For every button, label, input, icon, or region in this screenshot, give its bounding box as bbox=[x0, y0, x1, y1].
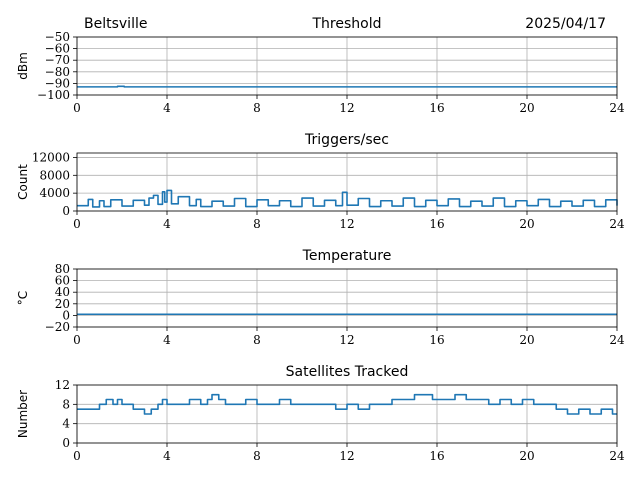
chart-title: Threshold bbox=[312, 16, 382, 32]
x-tick-label: 0 bbox=[73, 217, 81, 231]
y-tick-label: 40 bbox=[55, 285, 70, 299]
x-tick-label: 20 bbox=[519, 333, 534, 347]
y-tick-label: −80 bbox=[45, 65, 70, 79]
header-date: 2025/04/17 bbox=[525, 16, 606, 32]
y-tick-label: 12 bbox=[55, 378, 70, 392]
y-tick-label: 60 bbox=[55, 274, 70, 288]
chart-title: Satellites Tracked bbox=[286, 364, 409, 380]
chart-title: Temperature bbox=[302, 248, 392, 264]
y-axis-label: °C bbox=[16, 291, 30, 305]
chart-panel-1: 0 4 8 12 16 20 24 −100−90−80−70−60−50 Threshold d… bbox=[16, 16, 625, 115]
y-tick-label: −60 bbox=[45, 42, 70, 56]
series-line bbox=[77, 85, 617, 88]
x-tick-label: 4 bbox=[163, 333, 171, 347]
x-tick-label: 16 bbox=[429, 217, 444, 231]
y-tick-label: 0 bbox=[62, 204, 70, 218]
chart-panels: 0 4 8 12 16 20 24 −100−90−80−70−60−50 Threshold d… bbox=[16, 16, 625, 463]
x-tick-label: 20 bbox=[519, 101, 534, 115]
x-tick-label: 4 bbox=[163, 449, 171, 463]
x-tick-label: 12 bbox=[339, 101, 354, 115]
x-tick-label: 16 bbox=[429, 449, 444, 463]
x-tick-label: 8 bbox=[253, 217, 261, 231]
y-tick-label: 8000 bbox=[39, 168, 70, 182]
chart-panel-2: 0 4 8 12 16 20 24 0 4000 8000 12000 Triggers/sec Cou… bbox=[16, 132, 625, 231]
series-line bbox=[77, 189, 618, 208]
x-tick-label: 24 bbox=[609, 217, 625, 231]
y-tick-label: 8 bbox=[62, 397, 70, 411]
x-tick-label: 24 bbox=[609, 333, 625, 347]
y-tick-label: −20 bbox=[45, 320, 70, 334]
chart-panel-4: 0 4 8 12 16 20 24 0 4 8 12 Satellites Tracked Number bbox=[16, 364, 625, 463]
x-tick-label: 4 bbox=[163, 101, 171, 115]
x-tick-label: 16 bbox=[429, 101, 444, 115]
y-axis-label: Count bbox=[16, 164, 30, 200]
x-tick-label: 0 bbox=[73, 101, 81, 115]
y-tick-label: 4 bbox=[62, 417, 70, 431]
y-tick-label: 12000 bbox=[32, 150, 70, 164]
x-tick-label: 20 bbox=[519, 449, 534, 463]
x-tick-label: 24 bbox=[609, 449, 625, 463]
y-tick-label: −70 bbox=[45, 53, 70, 67]
x-tick-label: 8 bbox=[253, 333, 261, 347]
y-tick-label: 4000 bbox=[39, 186, 70, 200]
x-tick-label: 12 bbox=[339, 333, 354, 347]
x-tick-label: 12 bbox=[339, 217, 354, 231]
x-tick-label: 24 bbox=[609, 101, 625, 115]
y-tick-label: −50 bbox=[45, 30, 70, 44]
header-station: Beltsville bbox=[84, 16, 147, 32]
series-line bbox=[77, 393, 617, 415]
chart-title: Triggers/sec bbox=[304, 132, 389, 148]
x-tick-label: 8 bbox=[253, 449, 261, 463]
x-tick-label: 12 bbox=[339, 449, 354, 463]
y-tick-label: −100 bbox=[37, 88, 70, 102]
y-axis-label: Number bbox=[16, 390, 30, 438]
y-axis-label: dBm bbox=[16, 52, 30, 80]
y-tick-label: 0 bbox=[62, 436, 70, 450]
x-tick-label: 0 bbox=[73, 449, 81, 463]
x-tick-label: 16 bbox=[429, 333, 444, 347]
y-tick-label: 80 bbox=[55, 262, 70, 276]
y-tick-label: 0 bbox=[62, 308, 70, 322]
x-tick-label: 8 bbox=[253, 101, 261, 115]
x-tick-label: 0 bbox=[73, 333, 81, 347]
x-tick-label: 20 bbox=[519, 217, 534, 231]
y-tick-label: −90 bbox=[45, 76, 70, 90]
y-tick-label: 20 bbox=[55, 297, 70, 311]
x-tick-label: 4 bbox=[163, 217, 171, 231]
